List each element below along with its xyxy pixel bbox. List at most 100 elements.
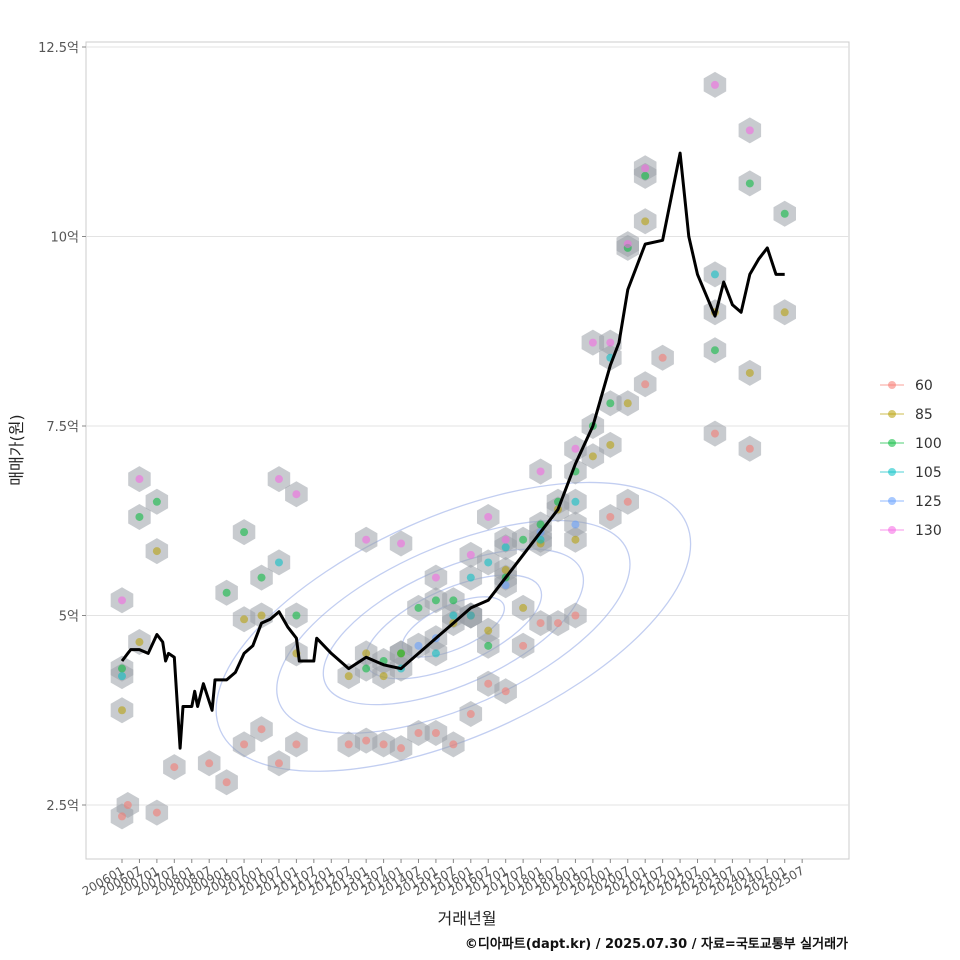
- plot-panel: [85, 41, 850, 860]
- y-tick-label: 5억: [59, 610, 79, 625]
- scatter-point-60: [344, 740, 353, 749]
- scatter-point-60: [745, 444, 754, 453]
- scatter-point-105: [484, 558, 493, 567]
- scatter-point-85: [780, 308, 789, 317]
- scatter-points: [118, 80, 789, 821]
- scatter-point-60: [397, 744, 406, 753]
- scatter-point-85: [641, 217, 650, 226]
- scatter-point-85: [484, 626, 493, 635]
- scatter-point-125: [501, 581, 510, 590]
- y-axis-ticks: 2.5억 5억 7.5억 10억 12.5억: [38, 41, 86, 814]
- scatter-point-105: [466, 573, 475, 582]
- scatter-point-100: [292, 611, 301, 620]
- scatter-point-85: [135, 638, 144, 647]
- scatter-point-85: [606, 440, 615, 449]
- scatter-point-130: [710, 80, 719, 89]
- scatter-point-85: [344, 672, 353, 681]
- scatter-point-60: [554, 619, 562, 628]
- scatter-point-60: [710, 429, 719, 438]
- scatter-point-130: [571, 444, 580, 453]
- legend-label: 85: [915, 407, 933, 423]
- scatter-point-85: [257, 611, 266, 620]
- legend-label: 125: [915, 494, 942, 510]
- y-tick-label: 2.5억: [46, 799, 79, 814]
- legend-label: 100: [915, 436, 942, 452]
- scatter-point-130: [397, 539, 406, 548]
- scatter-point-60: [379, 740, 388, 749]
- y-tick-label: 12.5억: [38, 41, 79, 56]
- scatter-point-100: [484, 641, 493, 650]
- scatter-point-60: [623, 497, 632, 506]
- scatter-point-85: [519, 603, 528, 612]
- scatter-point-130: [606, 338, 615, 347]
- scatter-point-60: [658, 353, 667, 362]
- scatter-point-130: [274, 475, 283, 484]
- scatter-point-60: [362, 736, 371, 745]
- scatter-point-130: [466, 550, 475, 559]
- median-line: [120, 151, 785, 750]
- y-axis-title: 매매가(원): [7, 414, 26, 485]
- scatter-point-60: [414, 728, 423, 737]
- scatter-point-100: [745, 179, 754, 188]
- scatter-point-100: [780, 209, 789, 218]
- scatter-point-85: [745, 368, 754, 377]
- scatter-point-60: [571, 611, 580, 620]
- scatter-point-130: [623, 240, 632, 249]
- scatter-point-100: [449, 596, 458, 605]
- scatter-point-85: [152, 547, 161, 556]
- scatter-point-60: [240, 740, 249, 749]
- scatter-point-100: [431, 596, 440, 605]
- scatter-point-60: [536, 619, 545, 628]
- scatter-point-60: [123, 801, 132, 809]
- scatter-point-100: [710, 346, 719, 355]
- scatter-point-60: [466, 710, 475, 719]
- grid-lines: [86, 46, 849, 806]
- legend-key-dot: [888, 410, 896, 418]
- scatter-point-105: [536, 535, 545, 544]
- median-price-line: [120, 151, 785, 750]
- scatter-point-130: [745, 126, 754, 135]
- scatter-point-100: [152, 497, 161, 506]
- scatter-point-105: [571, 497, 580, 506]
- legend-key-dot: [888, 526, 896, 534]
- y-tick-label: 7.5억: [46, 420, 79, 435]
- scatter-point-60: [519, 641, 528, 650]
- scatter-point-100: [118, 664, 126, 673]
- scatter-point-100: [362, 664, 371, 673]
- scatter-point-100: [222, 588, 231, 597]
- legend-label: 60: [915, 378, 933, 394]
- scatter-point-100: [257, 573, 266, 582]
- scatter-point-130: [588, 338, 597, 347]
- scatter-point-60: [170, 763, 179, 772]
- scatter-point-85: [362, 649, 371, 658]
- scatter-point-105: [118, 672, 126, 681]
- scatter-point-85: [588, 452, 597, 461]
- scatter-point-60: [118, 812, 126, 821]
- scatter-point-60: [641, 380, 650, 389]
- x-axis-ticks: 2006012006072007012007072008012008072009…: [80, 859, 807, 899]
- scatter-point-60: [484, 679, 493, 688]
- scatter-point-100: [606, 399, 615, 408]
- scatter-point-60: [274, 759, 283, 768]
- density-contour: [215, 481, 692, 772]
- legend-key-dot: [888, 439, 896, 447]
- density-contour: [276, 519, 631, 734]
- scatter-point-105: [710, 270, 719, 279]
- scatter-point-130: [118, 596, 126, 605]
- scatter-point-130: [362, 535, 371, 544]
- scatter-point-85: [379, 672, 388, 681]
- scatter-point-130: [501, 535, 510, 544]
- scatter-point-85: [118, 706, 126, 715]
- scatter-point-100: [135, 512, 144, 521]
- scatter-point-130: [484, 512, 493, 521]
- scatter-point-60: [449, 740, 458, 749]
- scatter-point-105: [274, 558, 283, 567]
- scatter-point-100: [536, 520, 545, 529]
- scatter-point-85: [623, 399, 632, 408]
- scatter-point-60: [292, 740, 301, 749]
- scatter-point-105: [431, 649, 440, 658]
- legend-label: 105: [915, 465, 942, 481]
- scatter-point-100: [414, 603, 423, 612]
- x-axis-title: 거래년월: [438, 909, 497, 928]
